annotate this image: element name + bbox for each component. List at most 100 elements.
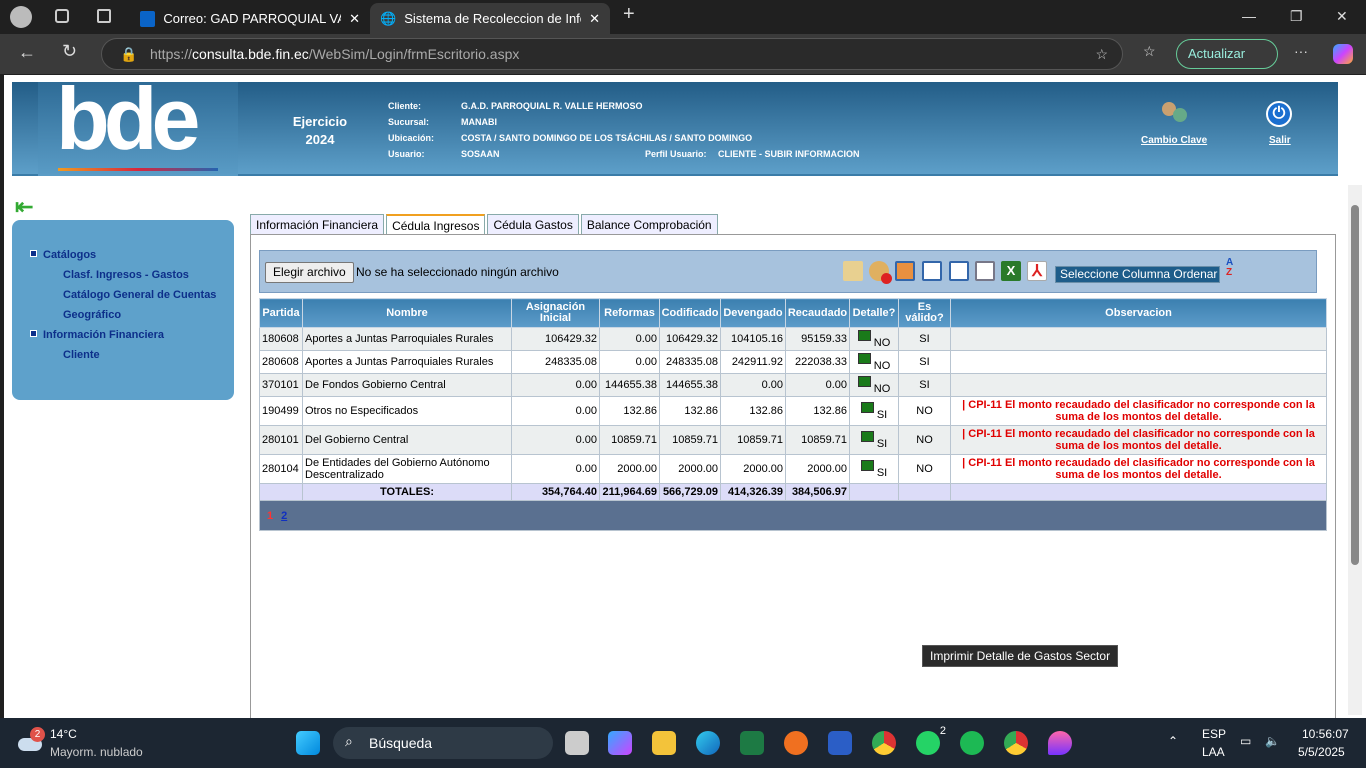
- refresh-icon[interactable]: ↻: [62, 41, 78, 61]
- column-header[interactable]: Partida: [259, 298, 303, 328]
- column-header[interactable]: Observacion: [950, 298, 1327, 328]
- copilot-app-icon[interactable]: [608, 731, 632, 755]
- weather-icon[interactable]: 2: [18, 727, 45, 752]
- reformas-cell: 0.00: [599, 327, 660, 351]
- reformas-cell: 10859.71: [599, 425, 660, 455]
- pdf-icon[interactable]: ⅄: [1027, 261, 1047, 281]
- firefox-icon[interactable]: [784, 731, 808, 755]
- weather-badge: 2: [30, 727, 45, 742]
- menu-item-clasf[interactable]: Clasf. Ingresos - Gastos: [63, 269, 189, 281]
- volume-icon[interactable]: 🔈: [1265, 734, 1280, 748]
- chrome-icon[interactable]: [872, 731, 896, 755]
- whatsapp-icon[interactable]: 2: [916, 725, 946, 755]
- close-icon[interactable]: ✕: [349, 10, 360, 26]
- delete-icon[interactable]: [869, 261, 892, 284]
- layout-icon[interactable]: [949, 261, 969, 281]
- excel-app-icon[interactable]: [740, 731, 764, 755]
- search-box[interactable]: ⌕ Búsqueda: [333, 727, 553, 759]
- detalle-cell[interactable]: SI: [849, 454, 899, 484]
- close-window-icon[interactable]: ✕: [1336, 8, 1348, 24]
- back-icon[interactable]: ←: [18, 42, 36, 62]
- spotify-icon[interactable]: [960, 731, 984, 755]
- nombre-cell: Aportes a Juntas Parroquiales Rurales: [302, 327, 512, 351]
- network-icon[interactable]: ▭: [1240, 734, 1252, 748]
- detalle-cell[interactable]: NO: [849, 350, 899, 374]
- bde-logo: bde: [38, 75, 238, 176]
- grid-detail-icon[interactable]: [857, 329, 871, 341]
- update-button[interactable]: Actualizar: [1176, 39, 1278, 69]
- language[interactable]: ESP: [1202, 727, 1227, 741]
- column-header[interactable]: Reformas: [599, 298, 660, 328]
- new-tab-icon[interactable]: +: [623, 3, 635, 25]
- scrollbar-thumb[interactable]: [1351, 205, 1359, 565]
- import-icon[interactable]: [843, 261, 863, 281]
- workspaces-icon[interactable]: [55, 9, 69, 23]
- tray-chevron-icon[interactable]: ⌃: [1168, 734, 1179, 748]
- sort-column-select[interactable]: Seleccione Columna Ordenar: [1055, 266, 1220, 283]
- power-icon[interactable]: ⏻: [1266, 101, 1292, 127]
- clock-date[interactable]: 5/5/2025: [1298, 745, 1345, 759]
- tab-informacion-financiera[interactable]: Información Financiera: [250, 214, 385, 234]
- grid-detail-icon[interactable]: [860, 430, 874, 442]
- column-header[interactable]: Nombre: [302, 298, 512, 328]
- word-icon[interactable]: [828, 731, 852, 755]
- detalle-cell[interactable]: NO: [849, 327, 899, 351]
- clock-time[interactable]: 10:56:07: [1302, 727, 1349, 741]
- observacion-cell: | CPI-11 El monto recaudado del clasific…: [950, 425, 1327, 455]
- copilot-icon[interactable]: [1333, 44, 1353, 64]
- list-icon[interactable]: [975, 261, 995, 281]
- column-header[interactable]: Devengado: [720, 298, 786, 328]
- menu-group-catalogos[interactable]: Catálogos: [30, 245, 234, 265]
- tab-cedula-ingresos[interactable]: Cédula Ingresos: [386, 214, 486, 235]
- detalle-cell[interactable]: SI: [849, 425, 899, 455]
- file-explorer-icon[interactable]: [652, 731, 676, 755]
- grid-detail-icon[interactable]: [857, 352, 871, 364]
- favorite-star-icon[interactable]: ☆: [1095, 46, 1108, 62]
- tab-actions-icon[interactable]: [97, 9, 111, 23]
- favorites-icon[interactable]: ☆: [1143, 43, 1156, 59]
- table-row: 180608 Aportes a Juntas Parroquiales Rura…: [259, 327, 1327, 351]
- url-field[interactable]: 🔒 https://consulta.bde.fin.ec/WebSim/Logi…: [101, 38, 1123, 70]
- menu-item-geografico[interactable]: Geográfico: [63, 309, 122, 321]
- more-icon[interactable]: ···: [1294, 43, 1308, 59]
- new-window-icon[interactable]: [922, 261, 942, 281]
- choose-file-button[interactable]: Elegir archivo: [265, 262, 354, 283]
- tab-cedula-gastos[interactable]: Cédula Gastos: [487, 214, 579, 234]
- column-header[interactable]: Es válido?: [898, 298, 951, 328]
- maximize-icon[interactable]: ❐: [1290, 8, 1303, 24]
- users-icon[interactable]: [1160, 102, 1190, 126]
- page-link[interactable]: 1: [267, 509, 274, 522]
- salir-link[interactable]: Salir: [1269, 135, 1291, 146]
- grid-detail-icon[interactable]: [857, 375, 871, 387]
- menu-item-catalogo-cuentas[interactable]: Catálogo General de Cuentas: [63, 289, 217, 301]
- grid-detail-icon[interactable]: [860, 459, 874, 471]
- tab-balance-comprobacion[interactable]: Balance Comprobación: [580, 214, 718, 234]
- browser-tab-outlook[interactable]: Correo: GAD PARROQUIAL VALLE ✕: [130, 3, 370, 34]
- chrome-profile-icon[interactable]: [1004, 731, 1028, 755]
- column-header[interactable]: Recaudado: [785, 298, 850, 328]
- menu-group-info-financiera[interactable]: Información Financiera: [30, 325, 234, 345]
- browser-tab-active[interactable]: 🌐 Sistema de Recoleccion de Inform ✕: [370, 3, 610, 34]
- grid-detail-icon[interactable]: [860, 401, 874, 413]
- table-icon[interactable]: [895, 261, 915, 281]
- cambio-clave-link[interactable]: Cambio Clave: [1141, 135, 1208, 146]
- task-view-icon[interactable]: [565, 731, 589, 755]
- column-header[interactable]: Detalle?: [849, 298, 899, 328]
- edge-icon[interactable]: [696, 731, 720, 755]
- start-icon[interactable]: [296, 731, 320, 755]
- minimize-icon[interactable]: —: [1242, 8, 1256, 24]
- menu-item-cliente[interactable]: Cliente: [63, 349, 100, 361]
- detalle-cell[interactable]: SI: [849, 396, 899, 426]
- excel-icon[interactable]: X: [1001, 261, 1021, 281]
- column-header[interactable]: Codificado: [659, 298, 721, 328]
- vertical-scrollbar[interactable]: [1348, 185, 1362, 715]
- page-link[interactable]: 2: [281, 509, 288, 522]
- column-header[interactable]: Asignación Inicial: [511, 298, 600, 328]
- close-icon[interactable]: ✕: [589, 10, 600, 26]
- collapse-arrow-icon[interactable]: ⇤: [15, 194, 34, 219]
- app-icon[interactable]: [1048, 731, 1072, 755]
- detalle-cell[interactable]: NO: [849, 373, 899, 397]
- keyboard-layout[interactable]: LAA: [1202, 745, 1225, 759]
- profile-avatar[interactable]: [10, 6, 32, 28]
